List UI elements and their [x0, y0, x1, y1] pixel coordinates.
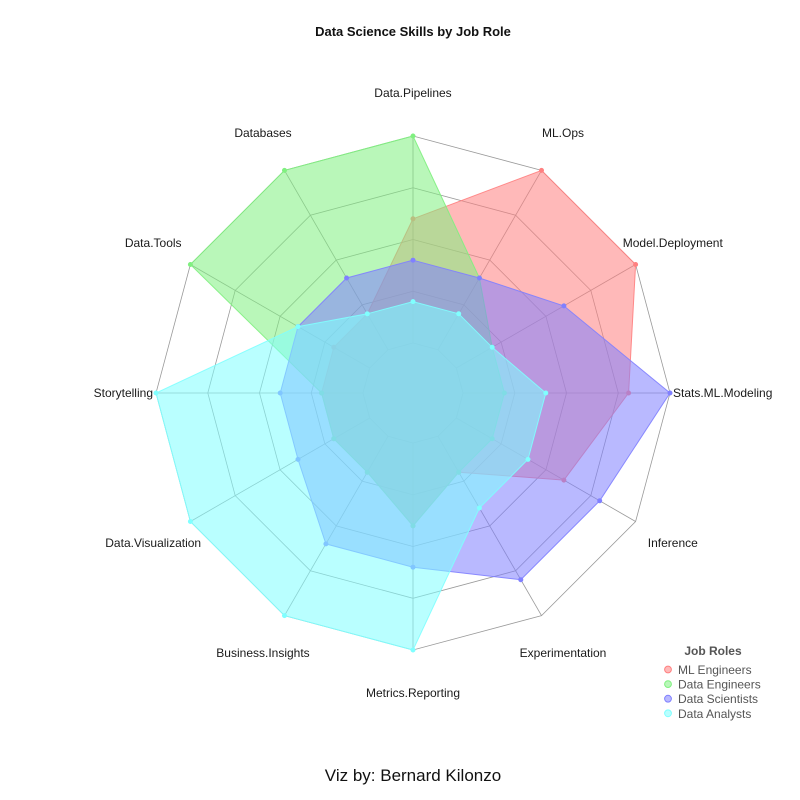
legend-label: Data Analysts — [678, 707, 751, 721]
series-point — [344, 275, 350, 281]
axis-label: Experimentation — [520, 646, 607, 660]
series-point — [456, 311, 462, 317]
legend-item: Data Engineers — [664, 678, 761, 692]
series-point — [187, 261, 193, 267]
legend-marker — [664, 665, 672, 674]
axis-label: Storytelling — [94, 386, 153, 400]
legend-marker — [664, 694, 672, 703]
axis-label: Business.Insights — [216, 646, 309, 660]
series-point — [543, 390, 549, 396]
legend-title: Job Roles — [684, 644, 742, 658]
series-point — [538, 167, 544, 173]
axis-label: ML.Ops — [542, 126, 584, 140]
series-point — [667, 390, 673, 396]
radar-series — [153, 133, 673, 653]
series-point — [410, 299, 416, 305]
series-point — [476, 505, 482, 511]
axis-label: Data.Pipelines — [374, 86, 451, 100]
axis-label: Data.Tools — [125, 236, 182, 250]
axis-label: Data.Visualization — [105, 536, 201, 550]
legend-item: Data Analysts — [664, 707, 751, 721]
series-point — [295, 324, 301, 330]
legend-item: ML Engineers — [664, 663, 752, 677]
series-point — [525, 456, 531, 462]
legend-label: ML Engineers — [678, 663, 752, 677]
series-point — [597, 498, 603, 504]
legend-marker — [664, 709, 672, 718]
legend-item: Data Scientists — [664, 692, 758, 706]
series-point — [410, 257, 416, 263]
axis-labels: Data.Pipelines ML.Ops Model.Deployment Stat… — [94, 86, 773, 700]
axis-label: Model.Deployment — [623, 236, 724, 250]
legend-label: Data Engineers — [678, 678, 761, 692]
axis-label: Metrics.Reporting — [366, 686, 460, 700]
axis-label: Inference — [648, 536, 698, 550]
series-point — [518, 577, 524, 583]
series-point — [281, 167, 287, 173]
legend-label: Data Scientists — [678, 692, 758, 706]
axis-label: Databases — [234, 126, 291, 140]
series-point — [410, 133, 416, 139]
series-point — [153, 390, 159, 396]
series-point — [281, 613, 287, 619]
series-point — [633, 261, 639, 267]
series-point — [561, 303, 567, 309]
series-point — [489, 344, 495, 350]
legend-marker — [664, 680, 672, 688]
series-point — [410, 647, 416, 653]
axis-label: Stats.ML.Modeling — [673, 386, 772, 400]
series-point — [187, 518, 193, 524]
series-area — [155, 301, 547, 651]
series-point — [364, 311, 370, 317]
chart-title: Data Science Skills by Job Role — [315, 24, 511, 39]
caption: Viz by: Bernard Kilonzo — [325, 766, 501, 785]
series-point — [476, 275, 482, 281]
